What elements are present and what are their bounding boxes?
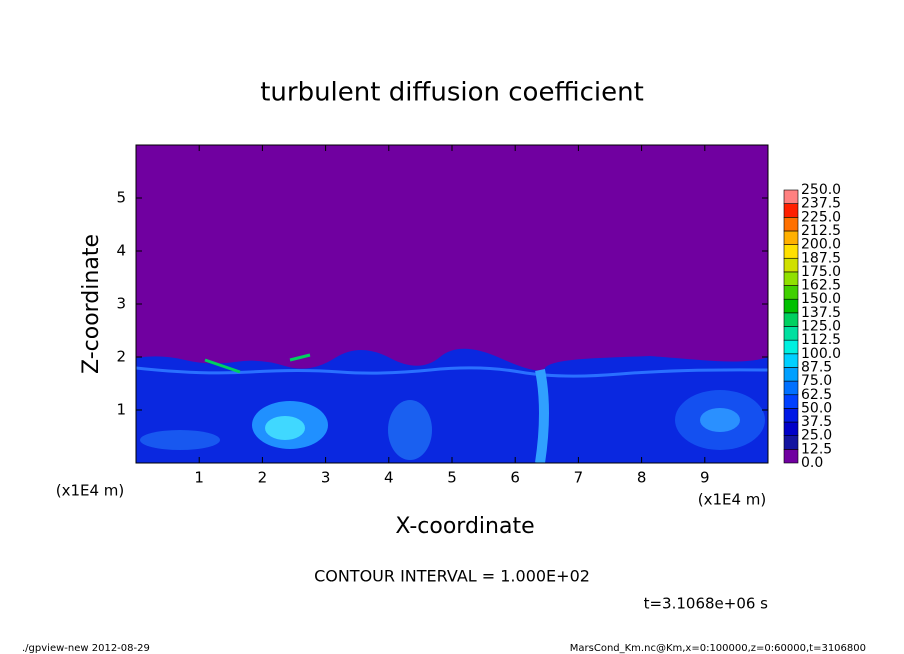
x-tick-label: 4 (384, 469, 394, 487)
x-tick-label: 2 (258, 469, 268, 487)
footer-left: ./gpview-new 2012-08-29 (22, 643, 150, 654)
x-unit-label: (x1E4 m) (56, 482, 125, 500)
colorbar-box (783, 298, 799, 314)
colorbar-label: 212.5 (801, 223, 841, 239)
colorbar-label: 162.5 (801, 278, 841, 294)
x-tick-label: 9 (700, 469, 710, 487)
x-axis-label: X-coordinate (395, 514, 534, 539)
colorbar-label: 50.0 (801, 400, 832, 416)
colorbar-box (783, 257, 799, 273)
y-tick-label: 1 (116, 401, 126, 419)
colorbar-label: 250.0 (801, 182, 841, 198)
y-tick-label: 2 (116, 348, 126, 366)
colorbar-label: 175.0 (801, 264, 841, 280)
colorbar-box (783, 367, 799, 382)
colorbar-label: 187.5 (801, 250, 841, 266)
colorbar-label: 62.5 (801, 387, 832, 403)
y-axis-label: Z-coordinate (79, 234, 104, 374)
y-tick-label: 5 (116, 189, 126, 207)
x-tick-label: 3 (321, 469, 331, 487)
colorbar-label: 150.0 (801, 291, 841, 307)
colorbar-label: 25.0 (801, 428, 832, 444)
colorbar-box (783, 271, 799, 286)
colorbar-box (783, 217, 799, 232)
colorbar-label: 225.0 (801, 209, 841, 225)
colorbar-box (783, 408, 799, 423)
colorbar-box (783, 353, 799, 368)
colorbar-box (783, 421, 799, 436)
colorbar-label: 125.0 (801, 319, 841, 335)
colorbar-box (783, 339, 799, 355)
chart-title: turbulent diffusion coefficient (260, 78, 644, 108)
x-tick-label: 1 (194, 469, 204, 487)
contour-interval: CONTOUR INTERVAL = 1.000E+02 (314, 567, 590, 586)
x-tick-label: 8 (637, 469, 647, 487)
colorbar-label: 200.0 (801, 237, 841, 253)
colorbar-box (783, 203, 799, 218)
y-tick-label: 3 (116, 295, 126, 313)
x-unit-label: (x1E4 m) (698, 491, 767, 509)
colorbar-box (783, 230, 799, 245)
y-tick-label: 4 (116, 242, 126, 260)
field (136, 145, 768, 463)
colorbar-box (783, 244, 799, 259)
footer-right: MarsCond_Km.nc@Km,x=0:100000,z=0:60000,t… (570, 643, 866, 654)
colorbar-label: 87.5 (801, 359, 832, 375)
colorbar-label: 137.5 (801, 305, 841, 321)
colorbar-label: 100.0 (801, 346, 841, 362)
colorbar-label: 237.5 (801, 196, 841, 212)
colorbar-box (783, 435, 799, 450)
colorbar-box (783, 326, 799, 341)
colorbar-box (783, 189, 799, 204)
colorbar-box (783, 394, 799, 409)
time-label: t=3.1068e+06 s (644, 595, 769, 613)
colorbar-label: 75.0 (801, 373, 832, 389)
colorbar-box (783, 449, 799, 464)
x-tick-label: 5 (447, 469, 457, 487)
colorbar-box (783, 380, 799, 396)
colorbar-box (783, 285, 799, 300)
x-tick-label: 7 (574, 469, 584, 487)
colorbar-box (783, 312, 799, 327)
colorbar-label: 37.5 (801, 414, 832, 430)
x-tick-label: 6 (510, 469, 520, 487)
colorbar-label: 0.0 (801, 455, 823, 471)
colorbar-label: 12.5 (801, 441, 832, 457)
colorbar-label: 112.5 (801, 332, 841, 348)
